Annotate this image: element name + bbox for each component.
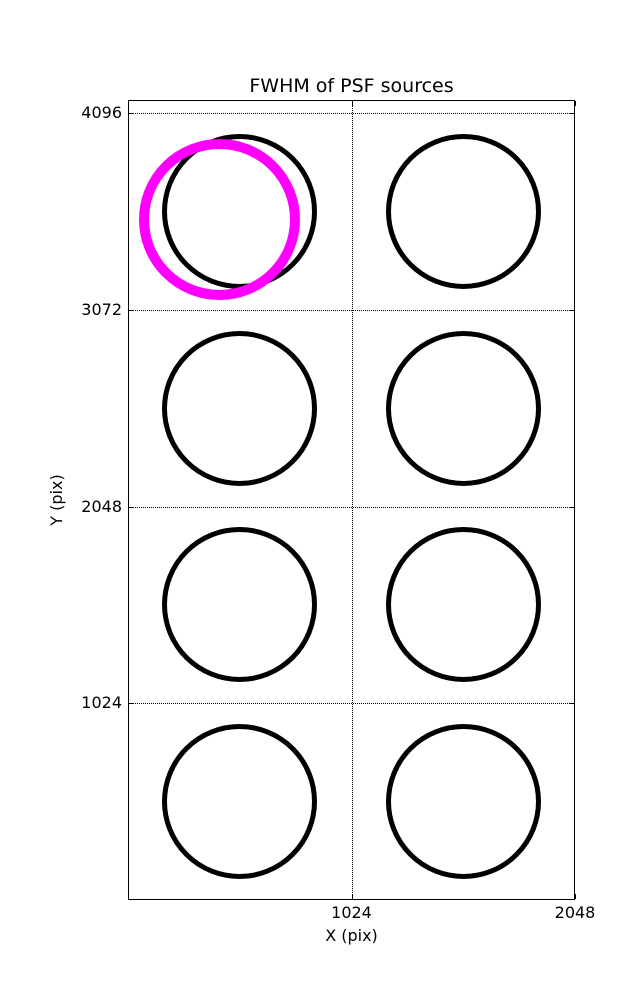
psf-sources-marker	[385, 527, 541, 683]
x-axis-label: X (pix)	[325, 926, 378, 945]
psf-sources-marker	[162, 724, 318, 880]
x-tick-mark-top	[575, 101, 576, 106]
x-tick-mark-top	[351, 101, 353, 106]
y-tick-label: 4096	[81, 103, 122, 123]
y-tick-label: 1024	[81, 693, 122, 713]
y-tick-mark-right	[569, 703, 574, 705]
y-tick-label: 2048	[81, 496, 122, 516]
psf-sources-marker	[385, 133, 541, 289]
chart-title: FWHM of PSF sources	[249, 75, 454, 97]
x-gridline	[351, 101, 353, 899]
y-tick-mark-left	[129, 309, 134, 311]
highlighted-source-marker	[138, 139, 300, 301]
y-tick-mark-left	[129, 703, 134, 705]
y-tick-label: 3072	[81, 299, 122, 319]
psf-sources-marker	[162, 527, 318, 683]
y-tick-mark-right	[569, 309, 574, 311]
x-tick-label: 2048	[554, 903, 596, 922]
psf-sources-marker	[385, 724, 541, 880]
y-tick-mark-left	[129, 113, 134, 115]
psf-sources-marker	[385, 330, 541, 486]
x-tick-label: 1024	[331, 903, 372, 922]
x-tick-mark-bottom	[351, 894, 353, 899]
x-tick-mark-bottom	[575, 894, 576, 899]
psf-sources-marker	[162, 330, 318, 486]
plot-area	[128, 100, 576, 900]
y-tick-mark-right	[569, 506, 574, 508]
y-tick-mark-left	[129, 506, 134, 508]
y-tick-mark-right	[569, 113, 574, 115]
